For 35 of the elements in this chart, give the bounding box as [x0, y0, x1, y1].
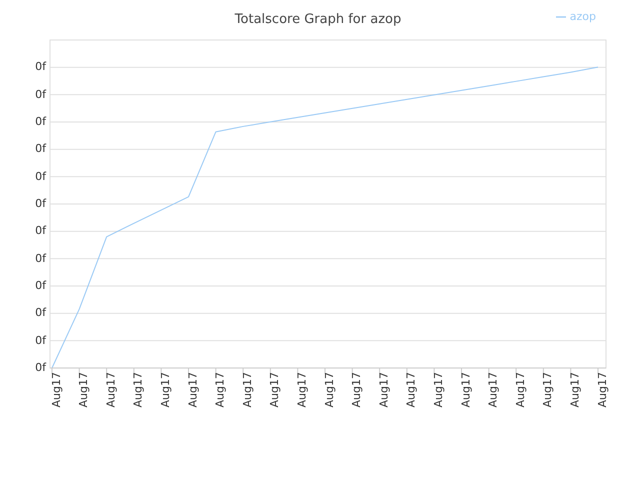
x-tick-label: Aug17	[514, 372, 527, 408]
text: 0f	[35, 197, 46, 211]
x-tick-label: Aug17	[596, 372, 609, 408]
x-tick-label: Aug17	[240, 372, 254, 408]
text: 0f	[35, 60, 46, 74]
chart-title: Totalscore Graph for azop	[234, 12, 402, 27]
x-tick-label: Aug17	[132, 372, 145, 408]
x-tick-label: Aug17	[432, 372, 446, 408]
x-tick-label: Aug17	[186, 372, 200, 408]
x-tick-label: Aug17	[77, 372, 90, 408]
x-tick-label: Aug17	[541, 372, 554, 408]
x-tick-label: Aug17	[350, 372, 364, 408]
text: 0f	[35, 279, 46, 293]
x-tick-label: Aug17	[459, 372, 472, 408]
legend-label: azop	[570, 10, 596, 23]
x-tick-label: Aug17	[404, 372, 418, 408]
text: 0f	[35, 88, 46, 102]
text: 0f	[35, 115, 46, 129]
x-tick-label: Aug17	[50, 372, 63, 408]
x-tick-label: Aug17	[377, 372, 390, 408]
x-tick-label: Aug17	[159, 372, 172, 408]
text: 0f	[35, 306, 46, 320]
text: 0f	[35, 334, 46, 348]
x-tick-label: Aug17	[322, 372, 336, 408]
x-tick-label: Aug17	[486, 372, 500, 408]
x-tick-label: Aug17	[568, 372, 582, 408]
text: 0f	[35, 170, 46, 184]
text: 0f	[35, 252, 46, 266]
x-tick-label: Aug17	[104, 372, 118, 408]
text: 0f	[35, 224, 46, 238]
x-tick-label: Aug17	[268, 372, 282, 408]
x-tick-label: Aug17	[296, 372, 309, 408]
text: 0f	[35, 361, 46, 375]
text: 0f	[35, 142, 46, 156]
x-tick-label: Aug17	[214, 372, 227, 408]
